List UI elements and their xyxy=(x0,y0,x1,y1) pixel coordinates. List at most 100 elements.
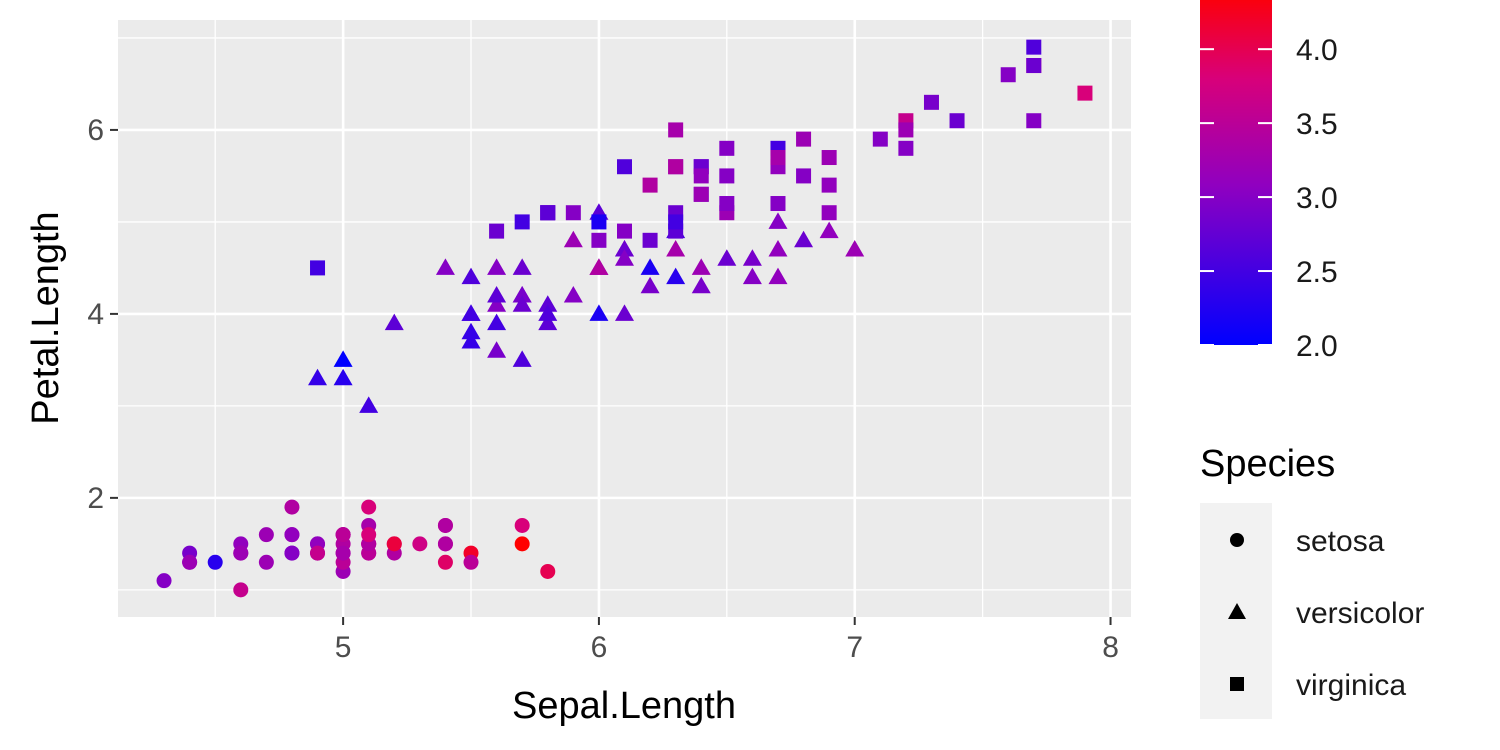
point-versicolor xyxy=(512,295,532,312)
point-versicolor xyxy=(742,249,762,266)
x-tick-label: 7 xyxy=(846,631,863,664)
x-axis-title: Sepal.Length xyxy=(512,685,736,727)
point-virginica xyxy=(540,205,556,221)
point-versicolor xyxy=(666,240,686,257)
point-virginica xyxy=(1026,113,1042,129)
point-setosa xyxy=(284,545,300,561)
point-setosa xyxy=(335,527,351,543)
point-virginica xyxy=(1026,39,1042,55)
point-virginica xyxy=(898,140,914,156)
point-virginica xyxy=(898,122,914,138)
point-versicolor xyxy=(512,258,532,275)
point-versicolor xyxy=(666,267,686,285)
point-virginica xyxy=(821,205,837,221)
point-versicolor xyxy=(615,240,634,257)
point-versicolor xyxy=(563,230,583,248)
y-tick-label: 4 xyxy=(87,298,104,331)
tick-labels: 5 6 7 8 2 4 6 xyxy=(87,114,1119,664)
point-virginica xyxy=(693,168,709,184)
point-versicolor xyxy=(308,368,328,386)
point-virginica xyxy=(514,214,530,230)
point-versicolor xyxy=(538,313,558,331)
point-versicolor xyxy=(487,341,507,358)
point-setosa xyxy=(233,545,249,561)
point-versicolor xyxy=(333,368,353,386)
point-virginica xyxy=(693,186,709,202)
point-versicolor xyxy=(512,350,532,367)
point-setosa xyxy=(284,499,300,515)
point-virginica xyxy=(565,205,581,221)
point-versicolor xyxy=(768,212,788,229)
point-virginica xyxy=(668,122,684,138)
point-virginica xyxy=(642,232,658,248)
point-versicolor xyxy=(359,396,379,413)
color-bar-label: 3.5 xyxy=(1296,108,1338,141)
color-bar-label: 2.5 xyxy=(1296,256,1338,289)
point-setosa xyxy=(412,536,428,552)
point-versicolor xyxy=(461,331,481,349)
legend-label-virginica: virginica xyxy=(1296,669,1406,702)
legend-key-versicolor xyxy=(1228,603,1246,619)
point-setosa xyxy=(361,499,377,515)
point-virginica xyxy=(821,177,837,193)
point-versicolor xyxy=(691,258,711,275)
color-legend: 2.0 2.5 3.0 3.5 4.0 xyxy=(1200,0,1338,363)
point-virginica xyxy=(719,168,735,184)
y-tick-label: 2 xyxy=(87,482,104,515)
x-tick-label: 6 xyxy=(591,631,608,664)
point-versicolor xyxy=(640,276,660,294)
point-versicolor xyxy=(538,295,558,312)
point-setosa xyxy=(540,563,556,579)
point-versicolor xyxy=(461,267,481,285)
legend-key-setosa xyxy=(1230,533,1244,547)
point-versicolor xyxy=(640,258,660,275)
point-versicolor xyxy=(563,286,583,303)
point-virginica xyxy=(923,94,939,110)
point-versicolor xyxy=(845,240,865,257)
point-virginica xyxy=(796,168,812,184)
point-setosa xyxy=(514,536,530,552)
point-virginica xyxy=(617,159,632,175)
point-setosa xyxy=(258,554,274,570)
x-tick-label: 8 xyxy=(1102,631,1119,664)
point-virginica xyxy=(668,159,684,175)
point-virginica xyxy=(591,214,607,230)
point-versicolor xyxy=(717,249,737,266)
point-versicolor xyxy=(589,304,609,321)
point-versicolor xyxy=(691,276,711,294)
point-versicolor xyxy=(461,304,481,321)
point-setosa xyxy=(258,527,274,543)
point-versicolor xyxy=(589,258,609,275)
point-versicolor xyxy=(538,304,558,321)
point-setosa xyxy=(437,536,453,552)
color-bar-label: 3.0 xyxy=(1296,182,1338,215)
point-versicolor xyxy=(487,286,507,303)
point-virginica xyxy=(642,177,658,193)
point-setosa xyxy=(182,554,198,570)
point-versicolor xyxy=(384,313,404,331)
point-virginica xyxy=(719,140,735,156)
axis-ticks xyxy=(110,128,1112,625)
point-setosa xyxy=(361,527,377,543)
color-bar-label: 2.0 xyxy=(1296,330,1338,363)
point-versicolor xyxy=(742,267,762,285)
shape-legend-entries: setosa versicolor virginica xyxy=(1228,525,1424,702)
point-versicolor xyxy=(333,350,353,367)
point-versicolor xyxy=(794,230,814,248)
point-setosa xyxy=(156,573,172,589)
point-versicolor xyxy=(819,221,839,239)
data-points xyxy=(156,39,1093,598)
point-virginica xyxy=(1077,85,1093,101)
y-axis-title: Petal.Length xyxy=(25,211,67,424)
point-virginica xyxy=(1000,67,1016,83)
point-virginica xyxy=(668,214,684,230)
shape-legend-title: Species xyxy=(1200,443,1335,485)
point-setosa xyxy=(437,517,453,533)
x-tick-label: 5 xyxy=(335,631,352,664)
color-bar xyxy=(1200,0,1272,345)
point-versicolor xyxy=(512,286,532,303)
point-versicolor xyxy=(768,267,788,285)
point-versicolor xyxy=(435,258,455,275)
point-setosa xyxy=(284,527,300,543)
y-tick-label: 6 xyxy=(87,114,104,147)
